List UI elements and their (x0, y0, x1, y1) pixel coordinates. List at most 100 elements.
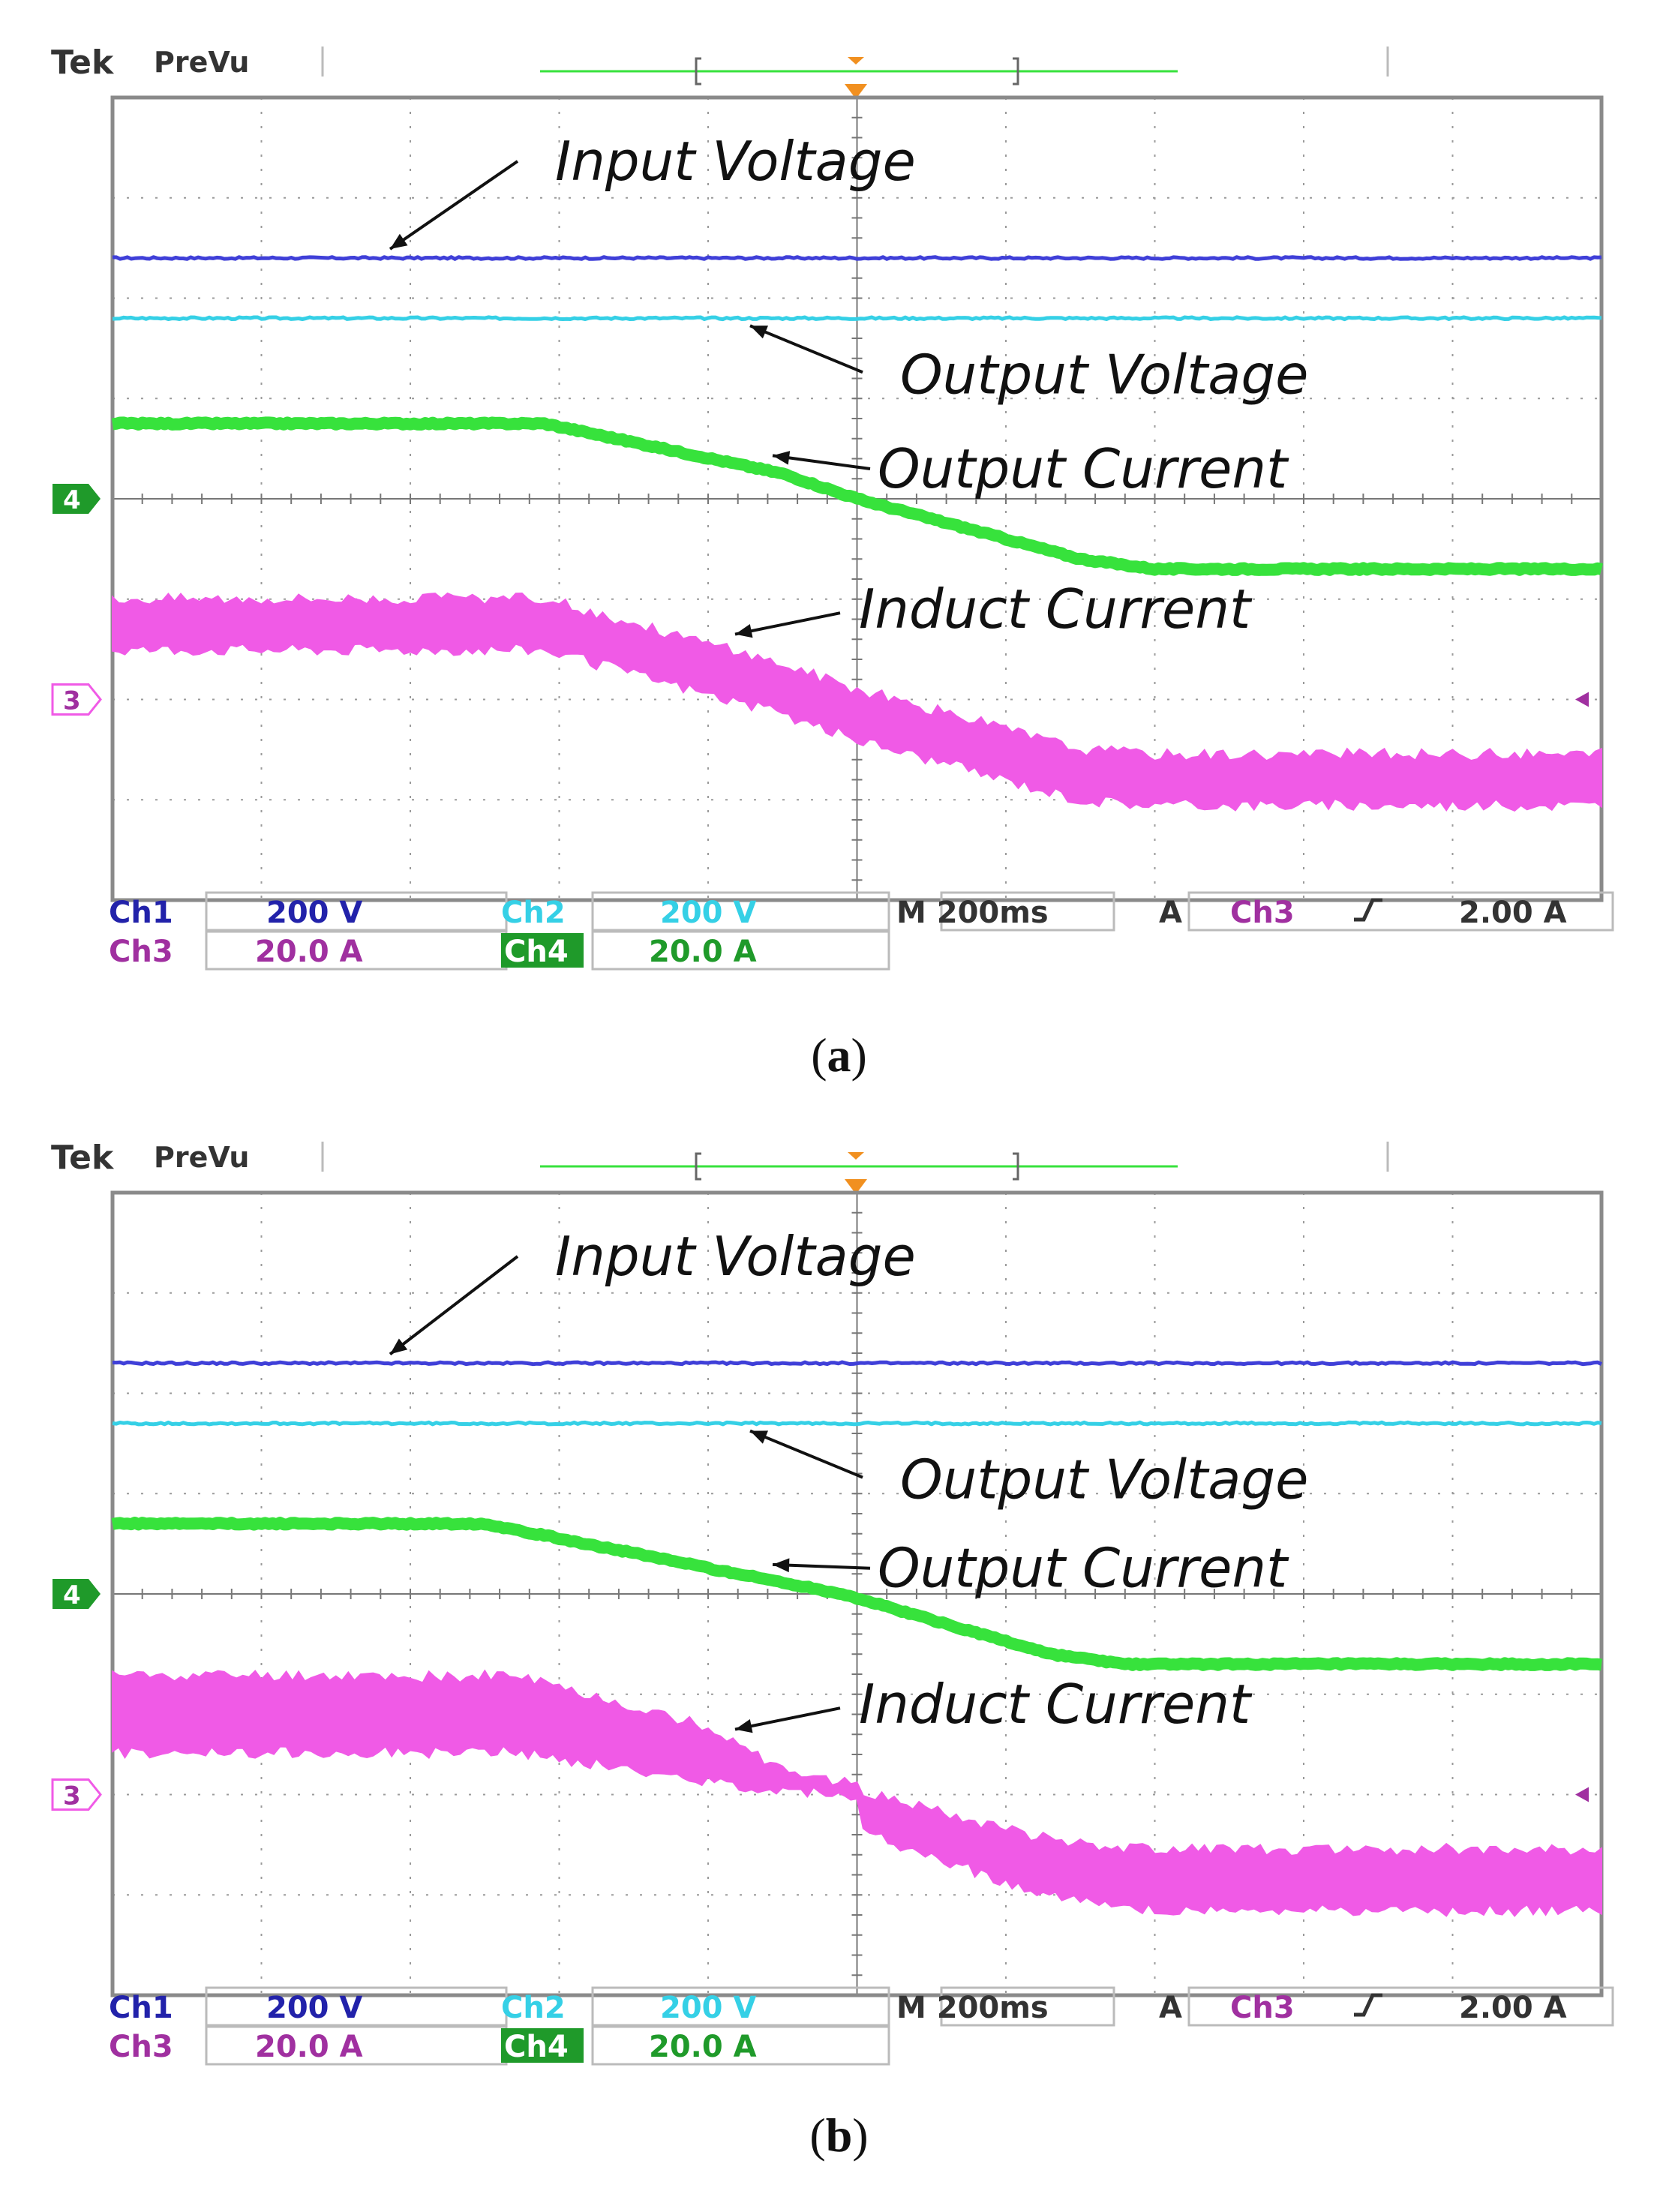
panel-a-trigger-source: Ch3 (1230, 896, 1295, 930)
panel-a-ch3-marker-label: 3 (63, 686, 81, 716)
panel-b-timebase-box (940, 1986, 1115, 2027)
panel-b-rising-edge-icon (1354, 1993, 1382, 2017)
panel-b-ch3-marker-label: 3 (63, 1781, 81, 1811)
panel-a-label-output-voltage-arrow (749, 324, 863, 374)
panel-b-label-induct-current-arrow (734, 1706, 841, 1731)
panel-a-record-bracket-left (695, 57, 701, 86)
panel-a-trace-ch2 (112, 315, 1602, 322)
panel-b-trigger-source: Ch3 (1230, 1991, 1295, 2025)
panel-a-ch2-name: Ch2 (501, 896, 566, 930)
panel-b-mode: PreVu (154, 1141, 249, 1174)
panel-b-label-output-voltage: Output Voltage (900, 1448, 1308, 1511)
panel-b-ch4-marker-label: 4 (63, 1580, 81, 1610)
panel-a-label-induct-current-arrow (734, 611, 841, 636)
panel-a-ch1-name: Ch1 (109, 896, 173, 930)
panel-b-trigger-mode: A (1159, 1991, 1182, 2025)
panel-a-trigger-level: 2.00 A (1459, 896, 1567, 930)
panel-a-rising-edge-icon (1354, 898, 1382, 922)
panel-b-trace-ch2 (112, 1420, 1602, 1427)
panel-b-ch2-name: Ch2 (501, 1991, 566, 2025)
panel-a-ch4-name-bg (501, 933, 584, 968)
panel-b-label-output-voltage-arrow (749, 1429, 863, 1479)
panel-b-trigger-position-marker (845, 1179, 867, 1194)
panel-a-mode: PreVu (154, 46, 249, 79)
oscilloscope-panel-b: Tek PreVu 4 3 Input Voltage Output Voltage Out… (0, 1125, 1678, 2115)
caption-a: (a) (811, 1028, 867, 1082)
panel-b-label-induct-current-arrowhead (735, 1719, 753, 1733)
panel-b-trigger-level-marker (1575, 1787, 1589, 1802)
panel-b-label-input-voltage: Input Voltage (555, 1225, 916, 1288)
panel-a-ch2-scale-box (591, 891, 890, 932)
oscilloscope-panel-a: Tek PreVu 4 3 Input Voltage Output Voltage Out… (0, 30, 1678, 1020)
panel-b-label-output-current-arrowhead (773, 1558, 790, 1573)
panel-a-record-position-marker (848, 57, 864, 65)
panel-a-ch1-scale: 200 V (266, 896, 362, 930)
panel-a-ch4-name: Ch4 (504, 935, 569, 969)
caption-b-letter: b (825, 2108, 853, 2162)
panel-b-brand: Tek (51, 1139, 115, 1177)
panel-a-label-output-current: Output Current (878, 437, 1289, 500)
panel-a-timebase: M 200ms (896, 896, 1049, 930)
panel-b-ch3-scale: 20.0 A (255, 2030, 363, 2064)
oscilloscope-screen-a: Tek PreVu 4 3 Input Voltage Output Voltage Out… (51, 44, 1614, 971)
panel-b-record-bracket-left (695, 1152, 701, 1181)
panel-b-ch1-name: Ch1 (109, 1991, 173, 2025)
panel-b-ch3-name: Ch3 (109, 2030, 173, 2064)
panel-a-trigger-level-marker (1575, 692, 1589, 707)
panel-a-label-output-voltage: Output Voltage (900, 343, 1308, 406)
panel-a-record-bracket-right (1013, 57, 1019, 86)
panel-a-label-input-voltage-arrowhead (390, 233, 408, 249)
panel-a-trigger-mode: A (1159, 896, 1182, 930)
panel-b-label-input-voltage-arrow (389, 1255, 519, 1355)
panel-a-label-input-voltage-arrow (389, 160, 519, 251)
panel-b-ch4-marker (53, 1579, 101, 1609)
panel-a-label-input-voltage: Input Voltage (555, 130, 916, 193)
panel-a-trace-ch3 (112, 592, 1602, 812)
panel-a-ch2-scale: 200 V (660, 896, 756, 930)
panel-a-ch4-marker (53, 484, 101, 514)
oscilloscope-screen-b: Tek PreVu 4 3 Input Voltage Output Voltage Out… (51, 1139, 1614, 2066)
panel-a-ch1-scale-box (205, 891, 508, 932)
panel-b-timebase: M 200ms (896, 1991, 1049, 2025)
panel-a-ch3-name: Ch3 (109, 935, 173, 969)
panel-a-brand: Tek (51, 44, 115, 82)
panel-a-ch4-scale: 20.0 A (649, 935, 757, 969)
caption-a-letter: a (827, 1028, 851, 1082)
caption-b: (b) (809, 2108, 869, 2162)
panel-b-ch2-scale: 200 V (660, 1991, 756, 2025)
panel-b-ch4-name: Ch4 (504, 2030, 569, 2064)
panel-b-ch1-scale: 200 V (266, 1991, 362, 2025)
panel-a-ch4-marker-label: 4 (63, 485, 81, 515)
panel-b-label-induct-current: Induct Current (859, 1673, 1253, 1736)
panel-a-label-induct-current-arrowhead (735, 624, 753, 638)
panel-b-screen-frame (110, 1190, 1604, 1997)
panel-b-label-output-voltage-arrowhead (750, 1430, 768, 1444)
panel-a-label-output-voltage-arrowhead (750, 326, 768, 339)
panel-b-trigger-box (1187, 1986, 1614, 2027)
panel-a-timebase-box (940, 891, 1115, 932)
panel-a-label-induct-current: Induct Current (859, 578, 1253, 641)
panel-a-trigger-position-marker (845, 84, 867, 99)
panel-b-ch2-scale-box (591, 1986, 890, 2027)
panel-b-trace-ch1 (112, 1360, 1603, 1367)
panel-a-trigger-box (1187, 891, 1614, 932)
panel-b-ch1-scale-box (205, 1986, 508, 2027)
panel-a-label-output-current-arrowhead (773, 451, 791, 465)
panel-a-trace-ch1 (112, 255, 1602, 261)
panel-b-trigger-level: 2.00 A (1459, 1991, 1567, 2025)
panel-b-record-position-marker (848, 1152, 864, 1160)
panel-b-label-output-current: Output Current (878, 1537, 1289, 1600)
panel-b-record-bracket-right (1013, 1152, 1019, 1181)
panel-b-label-input-voltage-arrowhead (390, 1338, 408, 1355)
panel-b-ch4-name-bg (501, 2028, 584, 2063)
panel-a-ch4-scale-box (591, 930, 890, 971)
panel-a-ch3-marker (51, 683, 102, 716)
panel-b-ch4-scale: 20.0 A (649, 2030, 757, 2064)
panel-a-ch3-scale: 20.0 A (255, 935, 363, 969)
panel-b-ch3-marker (51, 1778, 102, 1811)
panel-b-ch4-scale-box (591, 2025, 890, 2066)
panel-a-screen-frame (110, 95, 1604, 902)
panel-b-trace-ch3 (112, 1669, 1602, 1917)
panel-a-trace-ch4 (110, 416, 1604, 576)
panel-b-trace-ch4 (110, 1517, 1604, 1671)
